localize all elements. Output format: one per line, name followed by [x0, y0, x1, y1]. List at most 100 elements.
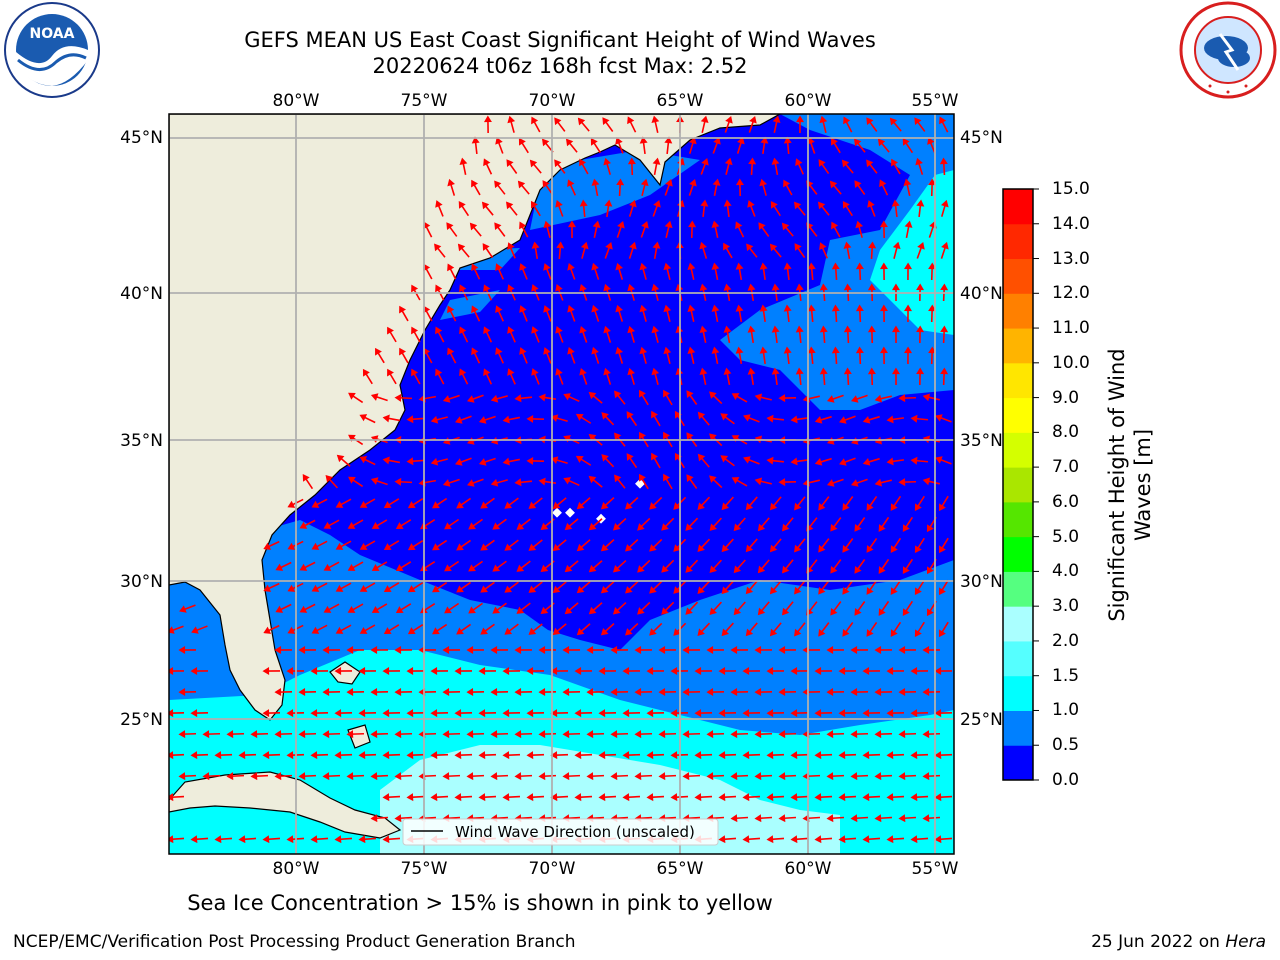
wave-arrow-head [347, 605, 356, 613]
wave-arrow-head [538, 772, 546, 781]
wave-arrow-head [435, 326, 443, 335]
wave-arrow-head [735, 262, 744, 270]
wave-arrow-head [298, 772, 306, 781]
wave-arrow-head [179, 605, 187, 613]
wave-arrow-head [526, 751, 534, 760]
wave-arrow-head [603, 325, 611, 334]
wave-arrow-head [737, 136, 745, 145]
wave-arrow-head [370, 646, 378, 655]
wave-arrow-head [842, 545, 850, 553]
wave-arrow-head [564, 606, 573, 615]
wave-arrow-head [502, 751, 510, 760]
wave-arrow-head [891, 199, 900, 207]
wave-arrow-head [830, 523, 838, 532]
wave-arrow-head [826, 772, 834, 781]
lon-label: 55°W [912, 91, 959, 111]
wave-arrow-head [941, 241, 949, 250]
wave-arrow-head [819, 115, 828, 124]
wave-arrow-head [879, 346, 888, 354]
wave-arrow-head [838, 835, 846, 844]
wave-arrow-head [457, 243, 466, 252]
wave-arrow-head [490, 394, 499, 403]
wave-arrow-head [540, 564, 549, 573]
wave-arrow-head [685, 565, 693, 573]
colorbar-tick-label: 5.0 [1052, 526, 1080, 547]
wave-arrow-head [651, 115, 660, 124]
wave-arrow-head [375, 347, 382, 356]
wave-arrow-head [625, 544, 633, 552]
wave-arrow-head [746, 243, 754, 252]
wave-arrow-head [435, 368, 443, 377]
wave-arrow-head [528, 543, 537, 551]
wave-arrow-head [730, 730, 738, 739]
wave-arrow-head [867, 283, 876, 291]
wave-arrow-head [743, 456, 751, 464]
wave-arrow-head [287, 500, 296, 508]
wave-arrow-head [928, 178, 937, 186]
wave-arrow-head [528, 585, 537, 593]
wave-arrow-head [733, 523, 742, 532]
wave-arrow-head [359, 626, 368, 634]
wave-arrow-head [494, 222, 502, 231]
wave-arrow-head [639, 389, 646, 398]
wave-arrow-head [879, 262, 888, 270]
wave-arrow-head [646, 751, 654, 760]
wave-arrow-head [757, 607, 766, 616]
wave-arrow-head [939, 503, 946, 512]
wave-arrow-head [598, 793, 606, 802]
wave-arrow-head [610, 730, 618, 739]
wave-arrow-head [550, 667, 558, 676]
wave-arrow-head [706, 772, 714, 781]
colorbar-tick-label: 4.0 [1052, 561, 1080, 582]
wave-arrow-head [735, 178, 744, 186]
wave-arrow-head [898, 814, 906, 823]
wave-arrow-head [538, 477, 546, 486]
wave-arrow-head [382, 709, 390, 718]
wave-arrow-head [459, 368, 467, 377]
colorbar-tick-label: 10.0 [1052, 352, 1090, 373]
wave-arrow-head [868, 241, 877, 249]
wave-arrow-head [940, 283, 949, 291]
wave-arrow-head [447, 347, 455, 356]
wave-arrow-head [430, 751, 438, 760]
wave-arrow-head [916, 367, 925, 375]
wave-arrow-head [754, 688, 762, 697]
wave-arrow-head [540, 606, 549, 615]
wave-arrow-head [743, 414, 751, 422]
wave-arrow-head [562, 688, 570, 697]
wave-arrow-head [447, 305, 455, 314]
wave-arrow-head [348, 434, 356, 442]
wave-arrow-head [819, 283, 828, 291]
wave-arrow-head [347, 563, 356, 571]
wave-arrow-head [627, 157, 636, 165]
wave-arrow-head [531, 284, 539, 292]
lon-label: 65°W [657, 859, 704, 879]
lon-labels-bottom: 80°W 75°W 70°W 65°W 60°W 55°W [273, 859, 959, 879]
wave-arrow-head [699, 325, 708, 333]
wave-arrow-head [335, 584, 344, 592]
wave-arrow-head [874, 688, 882, 697]
wave-arrow-head [346, 772, 354, 781]
wave-arrow-head [455, 416, 463, 424]
wave-arrow-head [467, 395, 475, 403]
wave-arrow-head [466, 646, 474, 655]
wave-arrow-head [468, 522, 476, 530]
wave-arrow-head [874, 646, 882, 655]
wave-arrow-head [866, 503, 874, 511]
wave-arrow-head [649, 628, 657, 636]
wave-arrow-head [579, 325, 587, 334]
wave-arrow-head [483, 284, 491, 293]
wave-arrow-head [588, 522, 597, 531]
wave-arrow-head [733, 565, 742, 574]
wave-arrow-head [358, 709, 366, 718]
wave-arrow-head [926, 524, 934, 533]
wave-arrow-head [490, 772, 498, 781]
wave-arrow-head [435, 284, 443, 293]
wave-arrow-head [699, 283, 708, 291]
wave-arrow-head [556, 241, 565, 249]
wave-arrow-head [658, 646, 666, 655]
wave-arrow-head [286, 667, 294, 676]
wind-wave-arrows [169, 115, 953, 844]
wave-arrow-head [721, 628, 730, 637]
wave-arrow-head [600, 585, 609, 594]
